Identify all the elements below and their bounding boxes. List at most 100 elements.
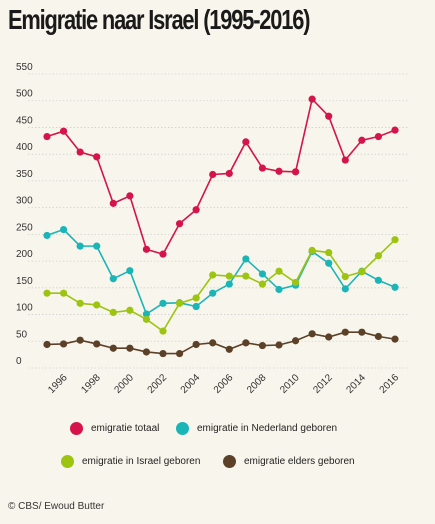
- data-point: [159, 250, 167, 258]
- data-point: [142, 315, 151, 323]
- data-point: [76, 242, 84, 250]
- data-point: [325, 112, 333, 120]
- legend-item-nederland[interactable]: emigratie in Nederland geboren: [176, 422, 337, 435]
- data-point: [374, 276, 383, 284]
- data-point: [209, 339, 217, 347]
- data-point: [341, 156, 349, 164]
- y-tick-label: 300: [16, 196, 33, 207]
- x-tick-label: 2008: [245, 372, 269, 396]
- data-point: [76, 336, 84, 344]
- legend-item-israel[interactable]: emigratie in Israel geboren: [61, 455, 200, 468]
- data-point: [93, 242, 101, 250]
- data-point: [126, 344, 134, 352]
- data-point: [209, 271, 217, 279]
- x-tick-label: 2016: [378, 372, 402, 396]
- data-point: [175, 349, 184, 358]
- data-point: [358, 268, 366, 276]
- data-point: [341, 285, 349, 293]
- legend-item-elders[interactable]: emigratie elders geboren: [223, 455, 355, 468]
- legend-label: emigratie totaal: [91, 423, 160, 434]
- x-tick-label: 2002: [146, 372, 170, 396]
- data-point: [126, 306, 134, 314]
- legend-label: emigratie elders geboren: [244, 456, 355, 467]
- data-point: [225, 272, 233, 280]
- y-tick-label: 150: [16, 276, 33, 287]
- y-tick-label: 450: [16, 115, 33, 126]
- legend-marker: [61, 455, 74, 468]
- x-tick-label: 2014: [344, 372, 368, 396]
- data-point: [242, 255, 250, 263]
- x-tick-label: 2010: [278, 372, 302, 396]
- data-point: [374, 132, 383, 141]
- data-point: [43, 340, 51, 349]
- data-point: [175, 299, 184, 307]
- data-point: [325, 259, 333, 267]
- data-point: [159, 299, 167, 307]
- data-point: [358, 136, 366, 144]
- series-line-1: [46, 228, 396, 316]
- y-tick-label: 100: [16, 303, 33, 314]
- grid-lines: [28, 73, 408, 369]
- data-point: [192, 206, 200, 214]
- data-point: [142, 310, 151, 318]
- data-point: [109, 308, 117, 317]
- y-tick-label: 200: [16, 249, 33, 260]
- x-axis-ticks: 1996 1998 2000 2002 2004 2006 2008 2010 2012 2014…: [46, 372, 401, 396]
- data-point: [159, 349, 167, 358]
- legend-item-totaal[interactable]: emigratie totaal: [70, 422, 159, 435]
- data-point: [275, 341, 283, 349]
- y-tick-label: 550: [16, 62, 33, 73]
- legend-label: emigratie in Nederland geboren: [197, 423, 338, 434]
- data-point: [242, 272, 250, 280]
- x-tick-label: 2012: [311, 372, 335, 396]
- data-point: [93, 301, 101, 309]
- data-point: [43, 231, 51, 240]
- data-point: [258, 280, 267, 288]
- data-point: [242, 138, 250, 146]
- legend: emigratie totaal emigratie in Nederland …: [0, 422, 435, 482]
- data-point: [308, 246, 316, 254]
- chart-title: Emigratie naar Israel (1995-2016): [8, 4, 310, 35]
- credit: © CBS/ Ewoud Butter: [8, 501, 105, 512]
- data-point: [142, 245, 151, 253]
- y-tick-label: 500: [16, 89, 33, 100]
- x-tick-label: 2000: [112, 372, 136, 396]
- y-axis-ticks: 0 50 100 150 200 250 300 350 400 450 500 550: [16, 62, 33, 367]
- x-tick-label: 1998: [79, 372, 103, 396]
- data-point: [291, 278, 300, 287]
- series-line-2: [47, 239, 396, 333]
- data-point: [258, 270, 267, 278]
- data-point: [391, 126, 399, 134]
- y-tick-label: 400: [16, 142, 33, 153]
- data-point: [59, 127, 68, 135]
- data-point: [192, 340, 200, 349]
- data-point: [175, 220, 184, 228]
- data-point: [192, 302, 200, 311]
- data-point: [109, 275, 117, 283]
- data-point: [275, 167, 283, 175]
- y-tick-label: 0: [16, 356, 22, 367]
- data-point: [142, 348, 151, 356]
- data-point: [76, 299, 84, 307]
- data-point: [225, 280, 233, 288]
- data-point: [374, 332, 383, 341]
- data-point: [43, 132, 51, 141]
- data-point: [43, 289, 51, 297]
- data-point: [325, 333, 333, 341]
- data-point: [341, 272, 349, 281]
- data-point: [209, 289, 217, 297]
- x-tick-label: 2004: [179, 372, 203, 396]
- data-point: [93, 153, 101, 161]
- data-point: [358, 328, 366, 336]
- data-point: [59, 340, 68, 348]
- data-point: [93, 340, 101, 348]
- data-point: [374, 252, 383, 260]
- data-point: [258, 164, 267, 172]
- y-tick-label: 350: [16, 169, 33, 180]
- data-point: [225, 345, 233, 353]
- data-point: [308, 95, 316, 103]
- y-tick-label: 50: [16, 329, 28, 340]
- data-point: [76, 148, 84, 156]
- data-point: [258, 341, 267, 350]
